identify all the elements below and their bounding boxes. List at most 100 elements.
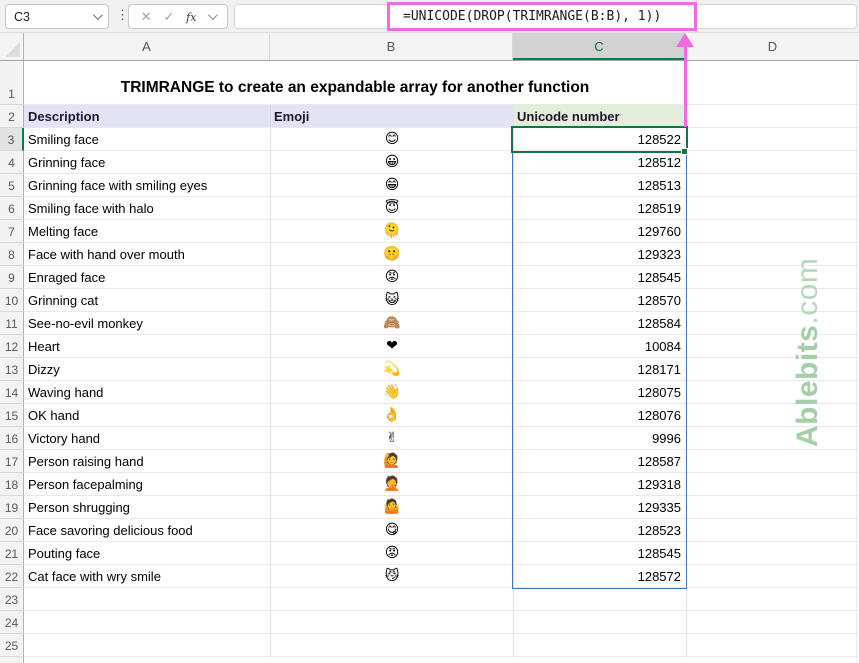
- description-cell[interactable]: [24, 611, 270, 634]
- emoji-cell[interactable]: ❤: [270, 335, 513, 358]
- description-cell[interactable]: Grinning face with smiling eyes: [24, 174, 270, 197]
- unicode-value-cell[interactable]: 128570: [513, 289, 686, 312]
- description-cell[interactable]: Face with hand over mouth: [24, 243, 270, 266]
- unicode-value-cell[interactable]: 10084: [513, 335, 686, 358]
- empty-d-cell[interactable]: [686, 404, 859, 427]
- empty-d-cell[interactable]: [686, 335, 859, 358]
- enter-icon[interactable]: ✓: [163, 8, 175, 24]
- chevron-down-icon[interactable]: [92, 10, 103, 21]
- emoji-cell[interactable]: 😁: [270, 174, 513, 197]
- empty-d-cell[interactable]: [686, 197, 859, 220]
- row-header[interactable]: 4: [0, 151, 24, 174]
- unicode-value-cell[interactable]: 129323: [513, 243, 686, 266]
- empty-d-cell[interactable]: [686, 611, 859, 634]
- empty-d-cell[interactable]: [686, 289, 859, 312]
- row-header[interactable]: 16: [0, 427, 24, 450]
- emoji-cell[interactable]: 😇: [270, 197, 513, 220]
- row-header[interactable]: 23: [0, 588, 24, 611]
- empty-d-cell[interactable]: [686, 519, 859, 542]
- unicode-value-cell[interactable]: 128076: [513, 404, 686, 427]
- unicode-value-cell[interactable]: 128587: [513, 450, 686, 473]
- emoji-cell[interactable]: 💫: [270, 358, 513, 381]
- description-cell[interactable]: Pouting face: [24, 542, 270, 565]
- emoji-cell[interactable]: 🤦: [270, 473, 513, 496]
- unicode-value-cell[interactable]: [513, 588, 686, 611]
- description-cell[interactable]: Waving hand: [24, 381, 270, 404]
- description-cell[interactable]: Person shrugging: [24, 496, 270, 519]
- row-header[interactable]: 3: [0, 128, 24, 151]
- empty-d-cell[interactable]: [686, 496, 859, 519]
- description-cell[interactable]: See-no-evil monkey: [24, 312, 270, 335]
- unicode-value-cell[interactable]: 128512: [513, 151, 686, 174]
- description-cell[interactable]: Cat face with wry smile: [24, 565, 270, 588]
- emoji-cell[interactable]: 😡: [270, 542, 513, 565]
- insert-function-icon[interactable]: fx: [186, 10, 197, 24]
- empty-d-cell[interactable]: [686, 427, 859, 450]
- column-header-d[interactable]: D: [767, 39, 778, 54]
- emoji-cell[interactable]: 😀: [270, 151, 513, 174]
- unicode-value-cell[interactable]: 128075: [513, 381, 686, 404]
- row-header[interactable]: 19: [0, 496, 24, 519]
- unicode-value-cell[interactable]: 128545: [513, 542, 686, 565]
- table-header-emoji[interactable]: Emoji: [270, 105, 513, 128]
- emoji-cell[interactable]: 😊: [270, 128, 513, 151]
- more-options-icon[interactable]: ⋮: [116, 7, 129, 22]
- empty-d-cell[interactable]: [686, 266, 859, 289]
- unicode-value-cell[interactable]: 128572: [513, 565, 686, 588]
- description-cell[interactable]: Grinning face: [24, 151, 270, 174]
- description-cell[interactable]: [24, 634, 270, 657]
- unicode-value-cell[interactable]: [513, 634, 686, 657]
- cancel-icon[interactable]: ✕: [140, 8, 152, 24]
- emoji-cell[interactable]: 👋: [270, 381, 513, 404]
- unicode-value-cell[interactable]: 129335: [513, 496, 686, 519]
- description-cell[interactable]: Smiling face with halo: [24, 197, 270, 220]
- emoji-cell[interactable]: 🙋: [270, 450, 513, 473]
- row-header[interactable]: 14: [0, 381, 24, 404]
- emoji-cell[interactable]: [270, 634, 513, 657]
- table-header-description[interactable]: Description: [24, 105, 270, 128]
- cell-d2[interactable]: [686, 105, 859, 128]
- emoji-cell[interactable]: 😼: [270, 565, 513, 588]
- description-cell[interactable]: Person raising hand: [24, 450, 270, 473]
- row-header-1[interactable]: 1: [0, 61, 24, 105]
- column-header-b[interactable]: B: [270, 33, 513, 60]
- row-header[interactable]: 9: [0, 266, 24, 289]
- row-header[interactable]: 24: [0, 611, 24, 634]
- row-header[interactable]: 5: [0, 174, 24, 197]
- name-box[interactable]: C3: [5, 4, 109, 29]
- description-cell[interactable]: Melting face: [24, 220, 270, 243]
- description-cell[interactable]: Grinning cat: [24, 289, 270, 312]
- row-header-2[interactable]: 2: [0, 105, 24, 128]
- description-cell[interactable]: Smiling face: [24, 128, 270, 151]
- unicode-value-cell[interactable]: [513, 611, 686, 634]
- unicode-value-cell[interactable]: 128523: [513, 519, 686, 542]
- column-header-a[interactable]: A: [24, 33, 270, 60]
- table-header-unicode[interactable]: Unicode number: [513, 105, 686, 128]
- emoji-cell[interactable]: 🙈: [270, 312, 513, 335]
- empty-d-cell[interactable]: [686, 312, 859, 335]
- row-header[interactable]: 21: [0, 542, 24, 565]
- row-header[interactable]: 18: [0, 473, 24, 496]
- formula-highlight-box[interactable]: =UNICODE(DROP(TRIMRANGE(B:B), 1)): [387, 2, 697, 31]
- empty-d-cell[interactable]: [686, 473, 859, 496]
- emoji-cell[interactable]: 👌: [270, 404, 513, 427]
- unicode-value-cell[interactable]: 128519: [513, 197, 686, 220]
- row-header[interactable]: 12: [0, 335, 24, 358]
- row-header[interactable]: 8: [0, 243, 24, 266]
- unicode-value-cell[interactable]: 129760: [513, 220, 686, 243]
- row-header[interactable]: 25: [0, 634, 24, 657]
- description-cell[interactable]: Face savoring delicious food: [24, 519, 270, 542]
- unicode-value-cell[interactable]: 128584: [513, 312, 686, 335]
- row-header[interactable]: 10: [0, 289, 24, 312]
- empty-d-cell[interactable]: [686, 220, 859, 243]
- description-cell[interactable]: Victory hand: [24, 427, 270, 450]
- sheet-title[interactable]: TRIMRANGE to create an expandable array …: [24, 61, 686, 105]
- empty-d-cell[interactable]: [686, 243, 859, 266]
- row-header[interactable]: 11: [0, 312, 24, 335]
- description-cell[interactable]: [24, 588, 270, 611]
- emoji-cell[interactable]: 🤫: [270, 243, 513, 266]
- fill-handle[interactable]: [681, 148, 688, 155]
- emoji-cell[interactable]: 😡: [270, 266, 513, 289]
- cell-d1[interactable]: [686, 61, 859, 105]
- empty-d-cell[interactable]: [686, 634, 859, 657]
